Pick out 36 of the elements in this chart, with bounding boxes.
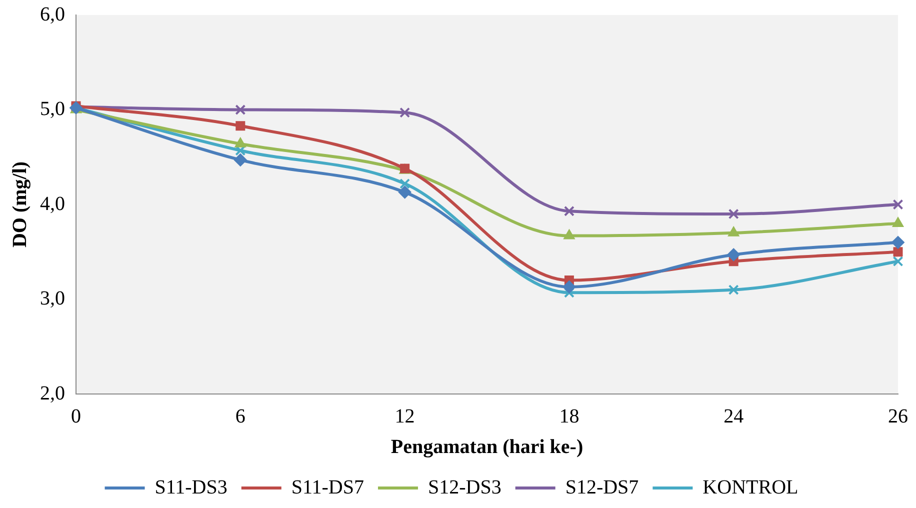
point xyxy=(892,236,904,249)
point xyxy=(400,107,410,118)
y-tick-label: 2,0 xyxy=(40,382,65,404)
point xyxy=(234,153,247,166)
point xyxy=(728,284,739,296)
x-tick-label: 24 xyxy=(724,405,744,428)
point xyxy=(398,186,412,199)
y-tick-label: 5,0 xyxy=(40,98,65,120)
point xyxy=(893,247,903,257)
point xyxy=(564,229,575,240)
legend-label: S12-DS3 xyxy=(428,476,502,498)
point xyxy=(236,121,246,131)
point xyxy=(235,104,246,115)
x-tick-label: 26 xyxy=(888,405,908,428)
point xyxy=(234,137,246,148)
legend-label: S12-DS7 xyxy=(565,476,639,498)
legend-label: S11-DS7 xyxy=(291,476,364,498)
y-tick-label: 3,0 xyxy=(40,288,65,310)
x-tick-label: 6 xyxy=(235,405,246,428)
point xyxy=(728,208,739,220)
point xyxy=(727,248,740,262)
point xyxy=(564,287,574,298)
point xyxy=(564,206,574,216)
point xyxy=(892,199,904,210)
x-tick-label: 18 xyxy=(559,405,580,428)
point xyxy=(400,178,410,189)
x-axis-title: Pengamatan (hari ke-) xyxy=(390,436,584,458)
y-tick-label: 6,0 xyxy=(40,3,65,26)
legend-label: KONTROL xyxy=(702,476,798,498)
legend-label: S11-DS3 xyxy=(154,476,228,498)
point xyxy=(892,256,904,267)
x-tick-label: 12 xyxy=(394,405,415,428)
y-axis-title: DO (mg/l) xyxy=(9,161,32,248)
y-tick-label: 4,0 xyxy=(40,192,65,215)
x-tick-label: 0 xyxy=(71,405,81,428)
point xyxy=(562,280,576,294)
